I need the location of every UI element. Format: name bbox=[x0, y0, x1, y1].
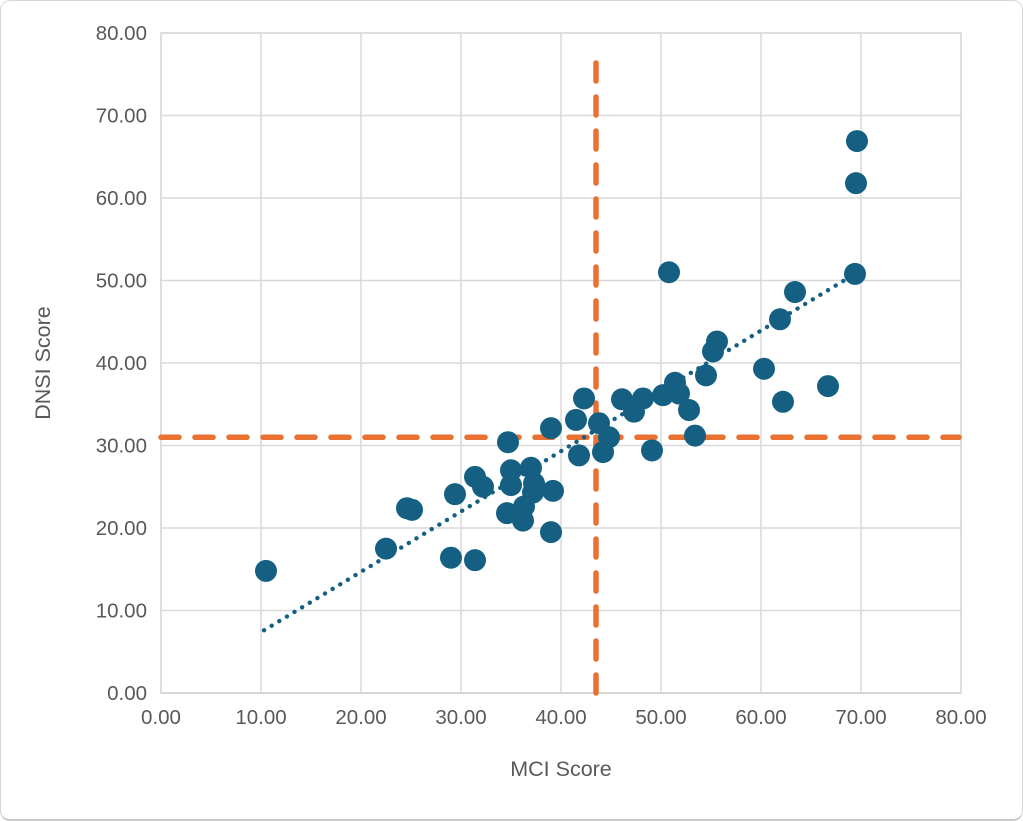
scatter-point bbox=[401, 498, 423, 521]
x-tick-label: 60.00 bbox=[735, 706, 786, 729]
y-tick-label: 10.00 bbox=[96, 600, 147, 623]
y-tick-label: 40.00 bbox=[96, 352, 147, 375]
scatter-point bbox=[472, 475, 494, 498]
x-axis-tick-labels: 0.00 10.00 20.00 30.00 40.00 50.00 60.00 70.00 8… bbox=[141, 706, 987, 729]
y-tick-label: 80.00 bbox=[96, 22, 147, 45]
scatter-point bbox=[565, 408, 587, 431]
x-tick-label: 70.00 bbox=[835, 706, 886, 729]
scatter-point bbox=[255, 559, 277, 582]
y-tick-label: 30.00 bbox=[96, 435, 147, 458]
scatter-point bbox=[678, 399, 700, 422]
y-tick-label: 60.00 bbox=[96, 187, 147, 210]
scatter-point bbox=[375, 537, 397, 560]
scatter-point bbox=[695, 364, 717, 387]
plot-border bbox=[160, 32, 962, 694]
scatter-point bbox=[500, 474, 522, 497]
scatter-point bbox=[772, 390, 794, 413]
scatter-point bbox=[444, 483, 466, 506]
scatter-point bbox=[702, 340, 724, 363]
x-tick-label: 30.00 bbox=[435, 706, 486, 729]
scatter-point bbox=[784, 281, 806, 304]
scatter-point bbox=[817, 375, 839, 398]
scatter-point bbox=[844, 262, 866, 285]
scatter-point bbox=[540, 521, 562, 544]
reference-lines bbox=[158, 50, 962, 696]
scatter-point bbox=[846, 130, 868, 153]
scatter-point bbox=[592, 441, 614, 464]
scatter-point bbox=[540, 417, 562, 440]
scatter-point bbox=[512, 509, 534, 532]
scatter-point bbox=[573, 387, 595, 410]
scatter-point bbox=[658, 261, 680, 284]
x-tick-label: 50.00 bbox=[635, 706, 686, 729]
scatter-points bbox=[255, 130, 868, 582]
x-tick-label: 10.00 bbox=[235, 706, 286, 729]
scatter-point bbox=[753, 357, 775, 380]
scatter-point bbox=[668, 382, 690, 405]
scatter-point bbox=[568, 444, 590, 467]
scatter-point bbox=[542, 479, 564, 502]
y-tick-label: 70.00 bbox=[96, 105, 147, 128]
x-tick-label: 0.00 bbox=[141, 706, 181, 729]
x-tick-label: 20.00 bbox=[335, 706, 386, 729]
x-tick-label: 80.00 bbox=[935, 706, 986, 729]
y-axis-tick-labels: 0.00 10.00 20.00 30.00 40.00 50.00 60.00 70.00 8… bbox=[96, 22, 147, 705]
scatter-point bbox=[641, 439, 663, 462]
scatter-point bbox=[497, 431, 519, 454]
trendline bbox=[261, 271, 858, 633]
y-tick-label: 0.00 bbox=[107, 682, 147, 705]
gridlines bbox=[160, 32, 962, 694]
y-axis-title: DNSI Score bbox=[31, 306, 55, 420]
x-tick-label: 40.00 bbox=[535, 706, 586, 729]
scatter-point bbox=[769, 308, 791, 331]
scatter-point bbox=[440, 546, 462, 569]
x-axis-title: MCI Score bbox=[510, 757, 612, 781]
scatter-point bbox=[845, 172, 867, 195]
scatter-point bbox=[684, 424, 706, 447]
y-tick-label: 20.00 bbox=[96, 517, 147, 540]
y-tick-label: 50.00 bbox=[96, 270, 147, 293]
scatter-point bbox=[464, 549, 486, 572]
scatter-point bbox=[623, 400, 645, 423]
